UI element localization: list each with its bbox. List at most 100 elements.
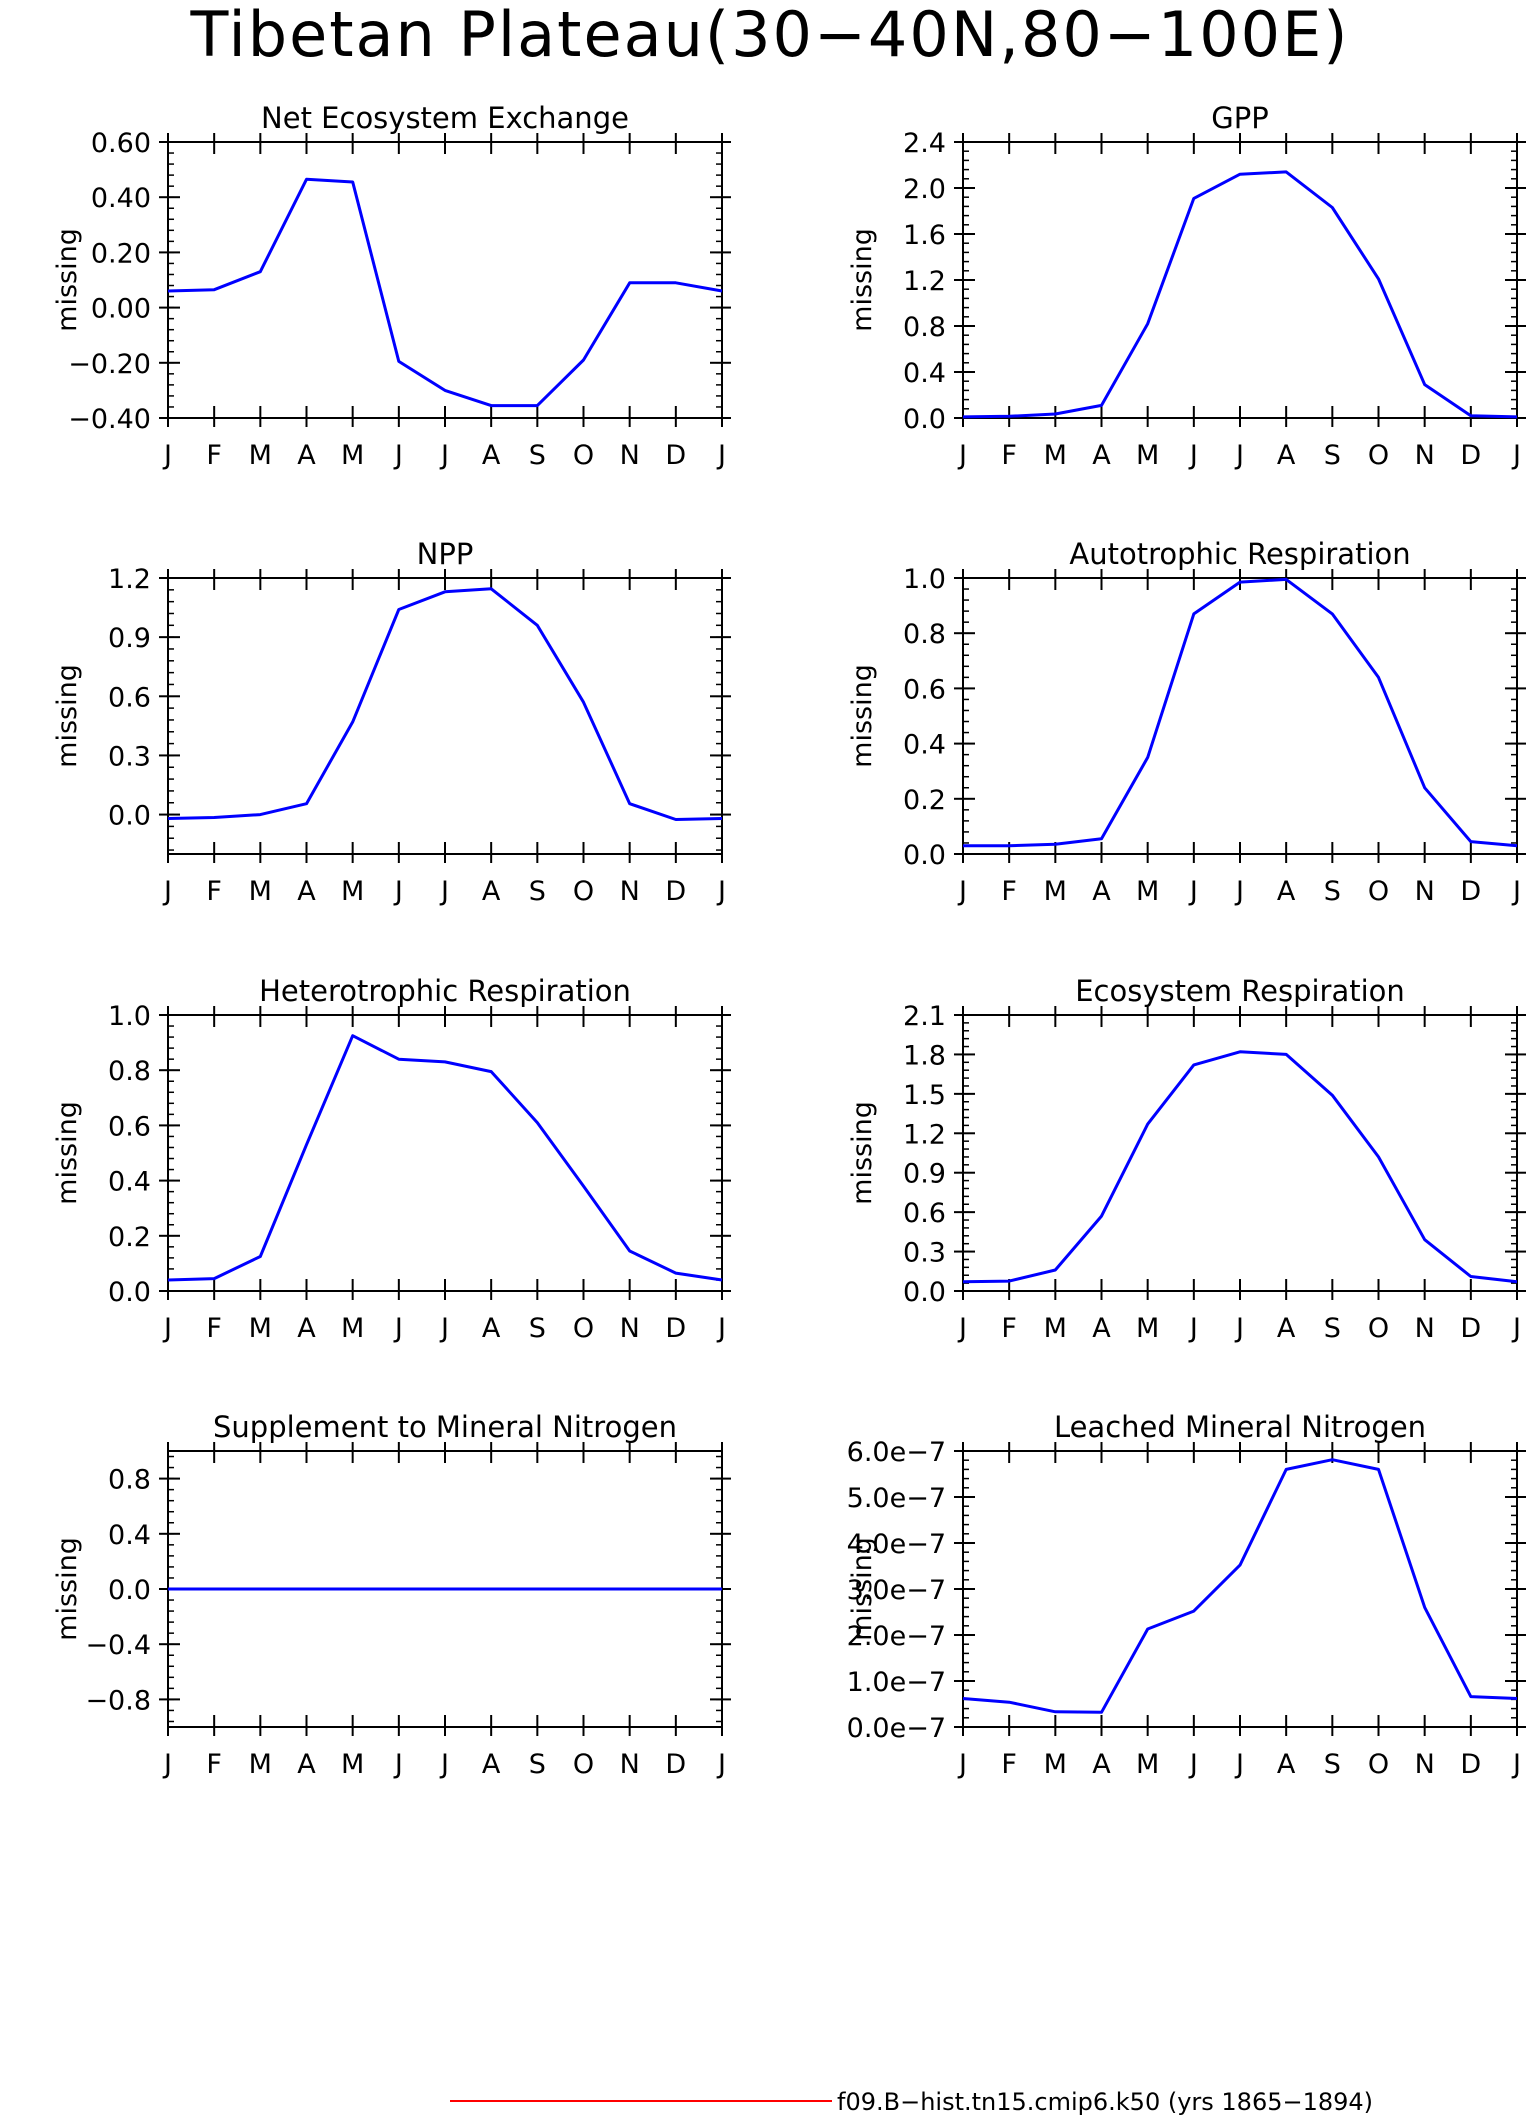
x-tick-label: S — [1324, 440, 1341, 471]
x-tick-label: M — [249, 876, 272, 907]
x-tick-label: D — [1460, 440, 1481, 471]
x-tick-label: J — [393, 1749, 403, 1780]
y-tick-label: 0.0 — [903, 1277, 946, 1308]
y-axis-label: missing — [847, 228, 878, 332]
y-tick-label: 1.0 — [108, 1001, 151, 1032]
y-tick-label: 1.6 — [903, 220, 946, 251]
x-tick-label: S — [529, 876, 546, 907]
x-tick-label: O — [1368, 1313, 1389, 1344]
panel-ar: J F M A M J J A S O N D J0.00.20.40.60.81.0Autotroph… — [847, 537, 1526, 907]
y-tick-label: 0.8 — [903, 312, 946, 343]
y-tick-label: 0.60 — [91, 128, 151, 159]
y-tick-label: 4.0e−7 — [847, 1529, 946, 1560]
y-tick-label: 1.5 — [903, 1080, 946, 1111]
x-tick-label: J — [1234, 1749, 1244, 1780]
y-tick-label: 0.20 — [91, 238, 151, 269]
y-tick-label: 3.0e−7 — [847, 1575, 946, 1606]
y-tick-label: 0.9 — [108, 623, 151, 654]
panel-title: Net Ecosystem Exchange — [261, 101, 629, 135]
x-tick-label: N — [1415, 440, 1435, 471]
x-tick-label: J — [1188, 1749, 1198, 1780]
x-tick-label: J — [162, 876, 172, 907]
x-tick-label: F — [1001, 1313, 1017, 1344]
panel-leachn: J F M A M J J A S O N D J0.0e−71.0e−72.0e−73.0e−74.0… — [847, 1410, 1526, 1780]
y-tick-label: 1.2 — [903, 266, 946, 297]
x-tick-label: O — [573, 440, 594, 471]
x-tick-label: M — [249, 440, 272, 471]
x-tick-label: A — [1277, 1749, 1296, 1780]
x-tick-label: S — [1324, 1749, 1341, 1780]
panel-er: J F M A M J J A S O N D J0.00.30.60.91.21.51.82.1Eco… — [847, 974, 1526, 1344]
x-tick-label: D — [1460, 1313, 1481, 1344]
y-tick-label: 0.0 — [108, 1277, 151, 1308]
x-tick-label: F — [206, 1749, 222, 1780]
x-tick-label: N — [620, 1313, 640, 1344]
x-tick-label: O — [1368, 440, 1389, 471]
x-tick-label: M — [249, 1749, 272, 1780]
x-tick-label: O — [1368, 876, 1389, 907]
x-tick-label: M — [1136, 1749, 1159, 1780]
x-tick-label: J — [162, 1749, 172, 1780]
x-tick-label: D — [1460, 1749, 1481, 1780]
y-tick-label: 0.6 — [108, 682, 151, 713]
y-tick-label: 1.2 — [903, 1119, 946, 1150]
x-tick-label: A — [482, 876, 501, 907]
y-tick-label: 5.0e−7 — [847, 1483, 946, 1514]
y-axis-label: missing — [52, 1537, 83, 1641]
x-tick-label: M — [1044, 1313, 1067, 1344]
x-tick-label: J — [439, 1749, 449, 1780]
x-tick-label: J — [957, 1749, 967, 1780]
x-tick-label: J — [439, 440, 449, 471]
y-axis-label: missing — [847, 664, 878, 768]
y-tick-label: 0.6 — [903, 674, 946, 705]
plot-frame — [962, 141, 1518, 419]
y-tick-label: 0.3 — [903, 1238, 946, 1269]
y-tick-label: 0.0 — [903, 404, 946, 435]
x-tick-label: F — [206, 1313, 222, 1344]
y-tick-label: 0.4 — [108, 1167, 151, 1198]
y-tick-label: 0.40 — [91, 183, 151, 214]
y-tick-label: 6.0e−7 — [847, 1437, 946, 1468]
x-tick-label: D — [665, 876, 686, 907]
x-tick-label: J — [716, 876, 726, 907]
x-tick-label: A — [482, 1313, 501, 1344]
x-tick-label: O — [573, 1749, 594, 1780]
y-axis-label: missing — [847, 1537, 878, 1641]
x-tick-label: S — [529, 1313, 546, 1344]
x-tick-label: J — [439, 876, 449, 907]
panel-supn: J F M A M J J A S O N D J−0.8−0.40.00.40.8Supplement… — [52, 1410, 731, 1780]
x-tick-label: N — [620, 1749, 640, 1780]
x-tick-label: J — [957, 1313, 967, 1344]
x-tick-label: J — [1188, 876, 1198, 907]
x-tick-label: J — [393, 1313, 403, 1344]
y-axis-label: missing — [847, 1101, 878, 1205]
y-tick-label: −0.40 — [68, 404, 151, 435]
panel-title: Autotrophic Respiration — [1069, 537, 1410, 571]
y-tick-label: 2.0 — [903, 174, 946, 205]
y-tick-label: −0.20 — [68, 349, 151, 380]
x-tick-label: J — [1511, 876, 1521, 907]
legend-label: f09.B−hist.tn15.cmip6.k50 (yrs 1865−1894… — [837, 2088, 1373, 2116]
y-tick-label: 0.3 — [108, 741, 151, 772]
y-tick-label: 0.2 — [903, 785, 946, 816]
x-tick-label: A — [1092, 876, 1111, 907]
x-tick-label: A — [1277, 440, 1296, 471]
y-tick-label: 2.4 — [903, 128, 946, 159]
panel-title: Ecosystem Respiration — [1075, 974, 1405, 1008]
x-tick-label: M — [1136, 440, 1159, 471]
panel-nee: J F M A M J J A S O N D J−0.40−0.200.000.200.400.60N… — [52, 101, 731, 471]
y-tick-label: 0.0 — [108, 801, 151, 832]
x-tick-label: O — [1368, 1749, 1389, 1780]
x-tick-label: A — [297, 1313, 316, 1344]
y-tick-label: 0.4 — [903, 358, 946, 389]
x-tick-label: J — [716, 1313, 726, 1344]
x-tick-label: J — [957, 440, 967, 471]
y-tick-label: 1.0e−7 — [847, 1667, 946, 1698]
x-tick-label: J — [1234, 876, 1244, 907]
x-tick-label: A — [1277, 1313, 1296, 1344]
x-tick-label: M — [1044, 440, 1067, 471]
y-tick-label: 1.0 — [903, 564, 946, 595]
series-line — [167, 177, 723, 408]
panel-title: NPP — [417, 537, 474, 571]
